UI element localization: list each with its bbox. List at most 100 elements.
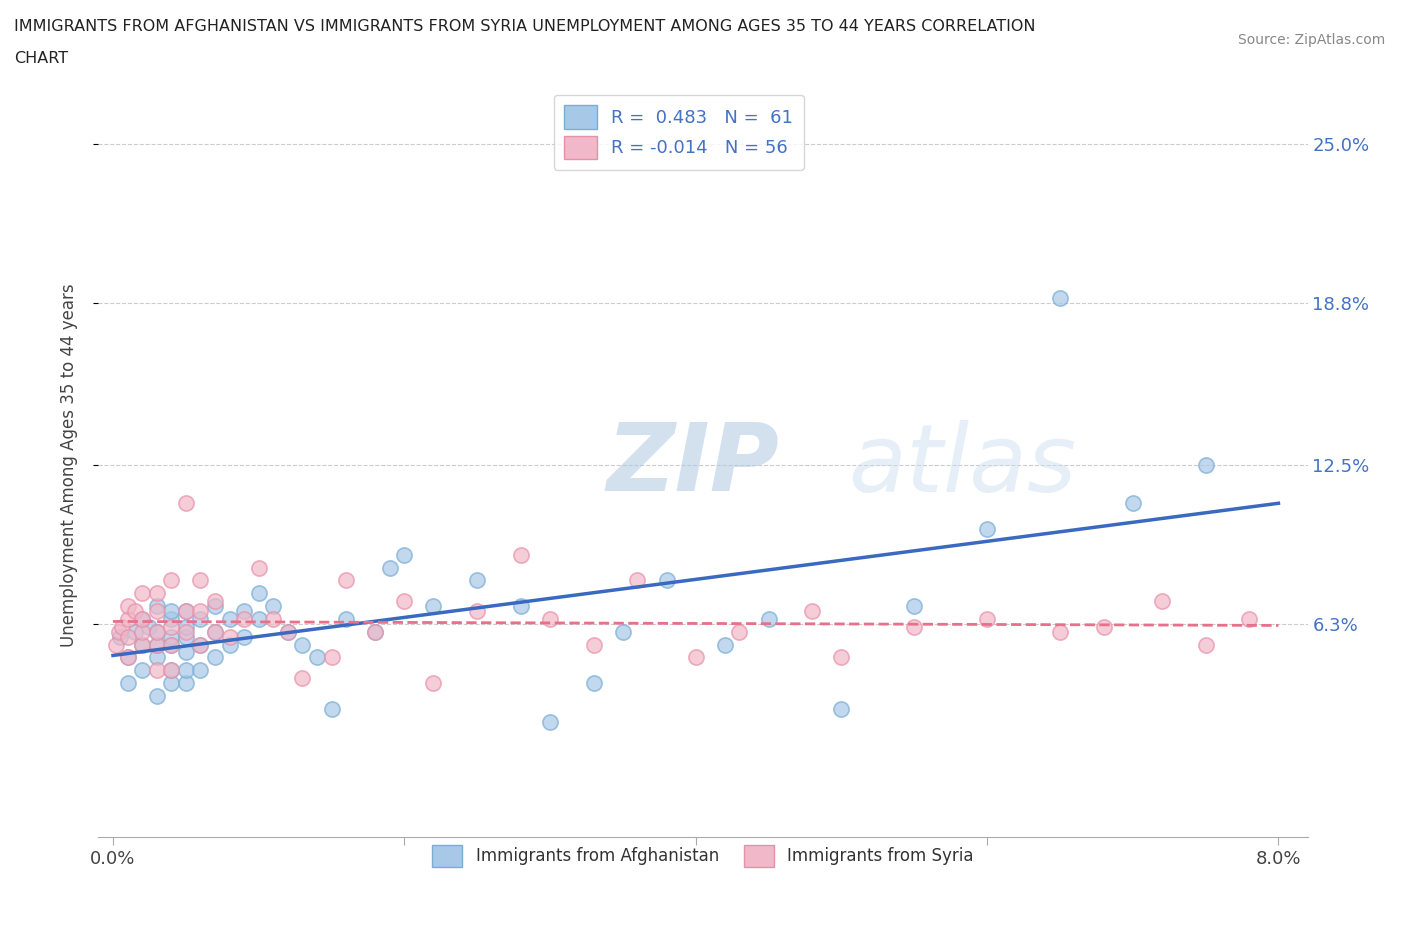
Point — [801, 604, 824, 618]
Point — [160, 637, 183, 652]
Point — [160, 630, 183, 644]
Point — [335, 573, 357, 588]
Point — [465, 573, 488, 588]
Text: ZIP: ZIP — [606, 419, 779, 511]
Point — [117, 675, 139, 690]
Point — [204, 599, 226, 614]
Point — [277, 624, 299, 639]
Point — [145, 624, 167, 639]
Point — [160, 637, 183, 652]
Point — [190, 663, 212, 678]
Point — [174, 675, 197, 690]
Point — [976, 612, 998, 627]
Point — [145, 599, 167, 614]
Point — [758, 612, 780, 627]
Point — [124, 604, 146, 618]
Point — [160, 663, 183, 678]
Point — [174, 496, 197, 511]
Point — [174, 604, 197, 618]
Point — [378, 560, 401, 575]
Point — [655, 573, 678, 588]
Text: CHART: CHART — [14, 51, 67, 66]
Legend: Immigrants from Afghanistan, Immigrants from Syria: Immigrants from Afghanistan, Immigrants … — [426, 839, 980, 873]
Point — [685, 650, 707, 665]
Point — [131, 612, 153, 627]
Point — [174, 630, 197, 644]
Point — [160, 604, 183, 618]
Point — [509, 599, 531, 614]
Point — [145, 688, 167, 703]
Point — [190, 637, 212, 652]
Text: IMMIGRANTS FROM AFGHANISTAN VS IMMIGRANTS FROM SYRIA UNEMPLOYMENT AMONG AGES 35 : IMMIGRANTS FROM AFGHANISTAN VS IMMIGRANT… — [14, 19, 1036, 33]
Point — [1239, 612, 1261, 627]
Point — [117, 612, 139, 627]
Point — [830, 701, 852, 716]
Point — [728, 624, 751, 639]
Point — [903, 619, 925, 634]
Point — [190, 637, 212, 652]
Point — [247, 560, 270, 575]
Point — [117, 650, 139, 665]
Point — [131, 612, 153, 627]
Point — [262, 599, 284, 614]
Point — [1092, 619, 1115, 634]
Point — [1049, 624, 1071, 639]
Point — [117, 599, 139, 614]
Point — [364, 624, 387, 639]
Point — [582, 675, 605, 690]
Point — [190, 612, 212, 627]
Point — [110, 630, 132, 644]
Point — [830, 650, 852, 665]
Point — [218, 637, 240, 652]
Point — [160, 619, 183, 634]
Point — [394, 593, 416, 608]
Point — [321, 701, 343, 716]
Point — [160, 612, 183, 627]
Point — [509, 548, 531, 563]
Point — [145, 663, 167, 678]
Point — [422, 599, 444, 614]
Point — [117, 630, 139, 644]
Point — [174, 663, 197, 678]
Point — [262, 612, 284, 627]
Point — [145, 624, 167, 639]
Point — [145, 650, 167, 665]
Y-axis label: Unemployment Among Ages 35 to 44 years: Unemployment Among Ages 35 to 44 years — [59, 284, 77, 646]
Point — [612, 624, 634, 639]
Point — [131, 663, 153, 678]
Text: Source: ZipAtlas.com: Source: ZipAtlas.com — [1237, 33, 1385, 46]
Point — [247, 586, 270, 601]
Point — [204, 593, 226, 608]
Point — [131, 586, 153, 601]
Point — [465, 604, 488, 618]
Text: atlas: atlas — [848, 419, 1077, 511]
Point — [538, 714, 561, 729]
Point — [1122, 496, 1144, 511]
Point — [124, 624, 146, 639]
Point — [174, 619, 197, 634]
Point — [247, 612, 270, 627]
Point — [1150, 593, 1173, 608]
Point — [204, 650, 226, 665]
Point — [111, 619, 134, 634]
Point — [145, 586, 167, 601]
Point — [145, 637, 167, 652]
Point — [108, 624, 131, 639]
Point — [626, 573, 648, 588]
Point — [305, 650, 328, 665]
Point — [145, 637, 167, 652]
Point — [204, 624, 226, 639]
Point — [104, 637, 127, 652]
Point — [218, 612, 240, 627]
Point — [204, 624, 226, 639]
Point — [233, 604, 256, 618]
Point — [321, 650, 343, 665]
Point — [131, 624, 153, 639]
Point — [145, 604, 167, 618]
Point — [976, 522, 998, 537]
Point — [233, 612, 256, 627]
Point — [174, 624, 197, 639]
Point — [364, 624, 387, 639]
Point — [277, 624, 299, 639]
Point — [174, 644, 197, 659]
